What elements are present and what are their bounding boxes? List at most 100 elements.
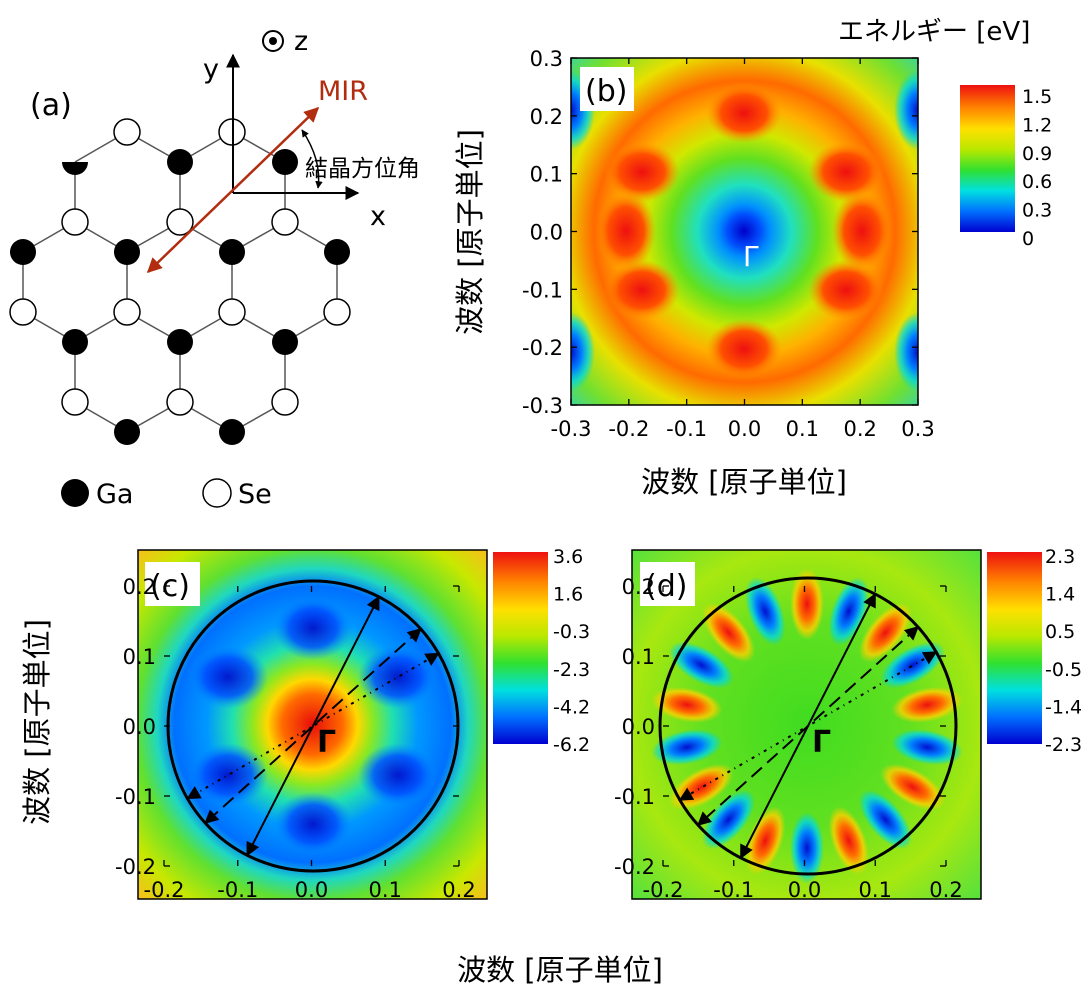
panel-b-colorbar-tick-label: 0 [1022, 228, 1034, 250]
se-atom [271, 388, 299, 416]
se-atom [61, 388, 89, 416]
panel-b-ytick-label: 0.1 [530, 163, 563, 187]
energy-minimum [894, 312, 918, 392]
panel-d-colorbar-tick-label: 1.4 [1045, 584, 1075, 606]
mir-label: MIR [318, 76, 368, 107]
panel-b-xtick-label: -0.2 [608, 417, 649, 441]
panel-d-gamma: Γ [812, 725, 831, 760]
panel-d-ticks: -0.2 -0.1 0.0 0.1 0.2 0.2 0.1 0.0 -0.1 -0.2 [614, 575, 963, 902]
panel-c-colorbar-ticks: 3.6 1.6 -0.3 -2.3 -4.2 -6.2 [553, 546, 590, 756]
se-atom [113, 118, 141, 146]
panel-b-label: (b) [585, 74, 627, 109]
lattice-atoms [9, 118, 351, 445]
map-minimum [273, 792, 353, 856]
panel-d-ytick-label: 0.0 [622, 715, 655, 739]
ga-atom [167, 149, 193, 175]
energy-peak [808, 260, 885, 320]
map-minimum [188, 743, 269, 807]
panel-d-ytick-label: -0.1 [614, 785, 655, 809]
panel-d-xtick-label: -0.2 [643, 878, 684, 902]
panel-b-ytick-label: 0.2 [530, 105, 563, 129]
panel-c-map: (c) Γ -0.2 -0.1 0.0 0.1 0.20.20.10.0-0.1-0.2… [20, 546, 590, 902]
shared-xlabel-cd: 波数 [原子単位] [457, 953, 663, 987]
se-atom [166, 388, 194, 416]
panel-b-xtick-label: 0.1 [786, 417, 819, 441]
energy-peak [706, 319, 782, 379]
panel-b-colorbar-tick-label: 0.6 [1022, 171, 1052, 193]
se-atom [271, 208, 299, 236]
panel-d-colorbar-tick-label: 0.5 [1045, 621, 1075, 643]
panel-c-ticks: -0.2 -0.1 0.0 0.1 0.2 0.2 0.1 0.0 -0.1 -0.2 [115, 575, 476, 902]
crystal-angle-label: 結晶方位角 [305, 156, 420, 182]
ga-atom-partial [62, 162, 88, 175]
panel-b-colorbar-tick-label: 0.3 [1022, 200, 1052, 222]
panel-c-xtick-label: -0.2 [144, 878, 185, 902]
ga-atom [219, 419, 245, 445]
panel-c-xtick-label: -0.1 [217, 878, 258, 902]
panel-b-xtick-label: 0.3 [901, 417, 934, 441]
ga-atom [324, 239, 350, 265]
ga-atom [114, 419, 140, 445]
panel-c-gamma: Γ [317, 725, 336, 760]
energy-peak [706, 83, 782, 143]
panel-a-lattice: (a) y x z MIR 結晶方位角 Ga Se [9, 26, 420, 510]
legend-ga-label: Ga [96, 479, 133, 510]
panel-c-colorbar-tick-label: -0.3 [553, 621, 590, 643]
panel-c-colorbar-tick-label: -4.2 [553, 696, 590, 718]
panel-b-ytick-label: -0.1 [522, 278, 563, 302]
legend-se-label: Se [238, 479, 272, 510]
z-axis-out-of-plane-icon [262, 30, 284, 52]
ga-atom [219, 239, 245, 265]
panel-c-label-box [145, 562, 200, 606]
panel-c-colorbar-tick-label: 3.6 [553, 546, 583, 568]
mir-arrow [146, 106, 320, 274]
panel-d-ytick-label: 0.2 [622, 575, 655, 599]
panel-c-colorbar-tick-label: -2.3 [553, 659, 590, 681]
panel-c-colorbar-tick-label: 1.6 [553, 584, 583, 606]
ga-atom [167, 329, 193, 355]
ga-atom [114, 239, 140, 265]
y-axis-label: y [203, 54, 219, 85]
panel-c-colorbar [493, 552, 548, 744]
panel-b-ytick-label: -0.3 [522, 394, 563, 418]
panel-d-colorbar-tick-label: -0.5 [1045, 659, 1081, 681]
map-minimum [188, 645, 269, 709]
panel-b-ytick-label: 0.3 [530, 47, 563, 71]
map-minimum [273, 596, 353, 660]
panel-b-ylabel: 波数 [原子単位] [453, 129, 487, 335]
panel-b-xtick-label: 0.0 [728, 417, 761, 441]
panel-d-xtick-label: 0.0 [788, 878, 821, 902]
panel-b-colorbar-tick-label: 1.2 [1022, 114, 1052, 136]
energy-peak [603, 142, 680, 202]
se-atom [61, 208, 89, 236]
panel-d-colorbar-tick-label: 2.3 [1045, 546, 1075, 568]
panel-d-xtick-label: -0.1 [713, 878, 754, 902]
z-axis-label: z [294, 26, 308, 57]
panel-b-xlabel: 波数 [原子単位] [641, 465, 847, 499]
energy-minimum [894, 70, 918, 150]
map-minimum [357, 743, 438, 807]
panel-d-xtick-label: 0.2 [929, 878, 962, 902]
panel-d-colorbar [987, 552, 1042, 744]
crystal-angle-arc [301, 129, 323, 189]
se-atom [9, 298, 37, 326]
panel-b-label-box [580, 67, 634, 111]
panel-b-xtick-label: 0.2 [843, 417, 876, 441]
panel-b-energy-map: (b) Γ -0.3 -0.2 -0.1 0.0 0.1 0.2 0.3 0.3 0.2 0.1 0… [453, 17, 1052, 499]
panel-d-label-box [640, 562, 695, 606]
panel-b-gamma: Γ [743, 240, 759, 273]
panel-c-ytick-label: 0.2 [123, 575, 156, 599]
energy-minimum [571, 312, 595, 392]
lattice-bonds [22, 131, 338, 433]
energy-peak [808, 142, 885, 202]
se-atom [323, 298, 351, 326]
panel-c-ylabel: 波数 [原子単位] [20, 619, 54, 825]
legend-se-marker [202, 478, 232, 508]
panel-b-xtick-label: -0.3 [551, 417, 592, 441]
panel-c-ytick-label: 0.1 [123, 645, 156, 669]
panel-c-colorbar-tick-label: -6.2 [553, 734, 590, 756]
panel-d-colorbar-ticks: 2.3 1.4 0.5 -0.5 -1.4 -2.3 [1045, 546, 1081, 756]
panel-b-colorbar [960, 85, 1015, 232]
panel-b-colorbar-title: エネルギー [eV] [838, 17, 1030, 47]
